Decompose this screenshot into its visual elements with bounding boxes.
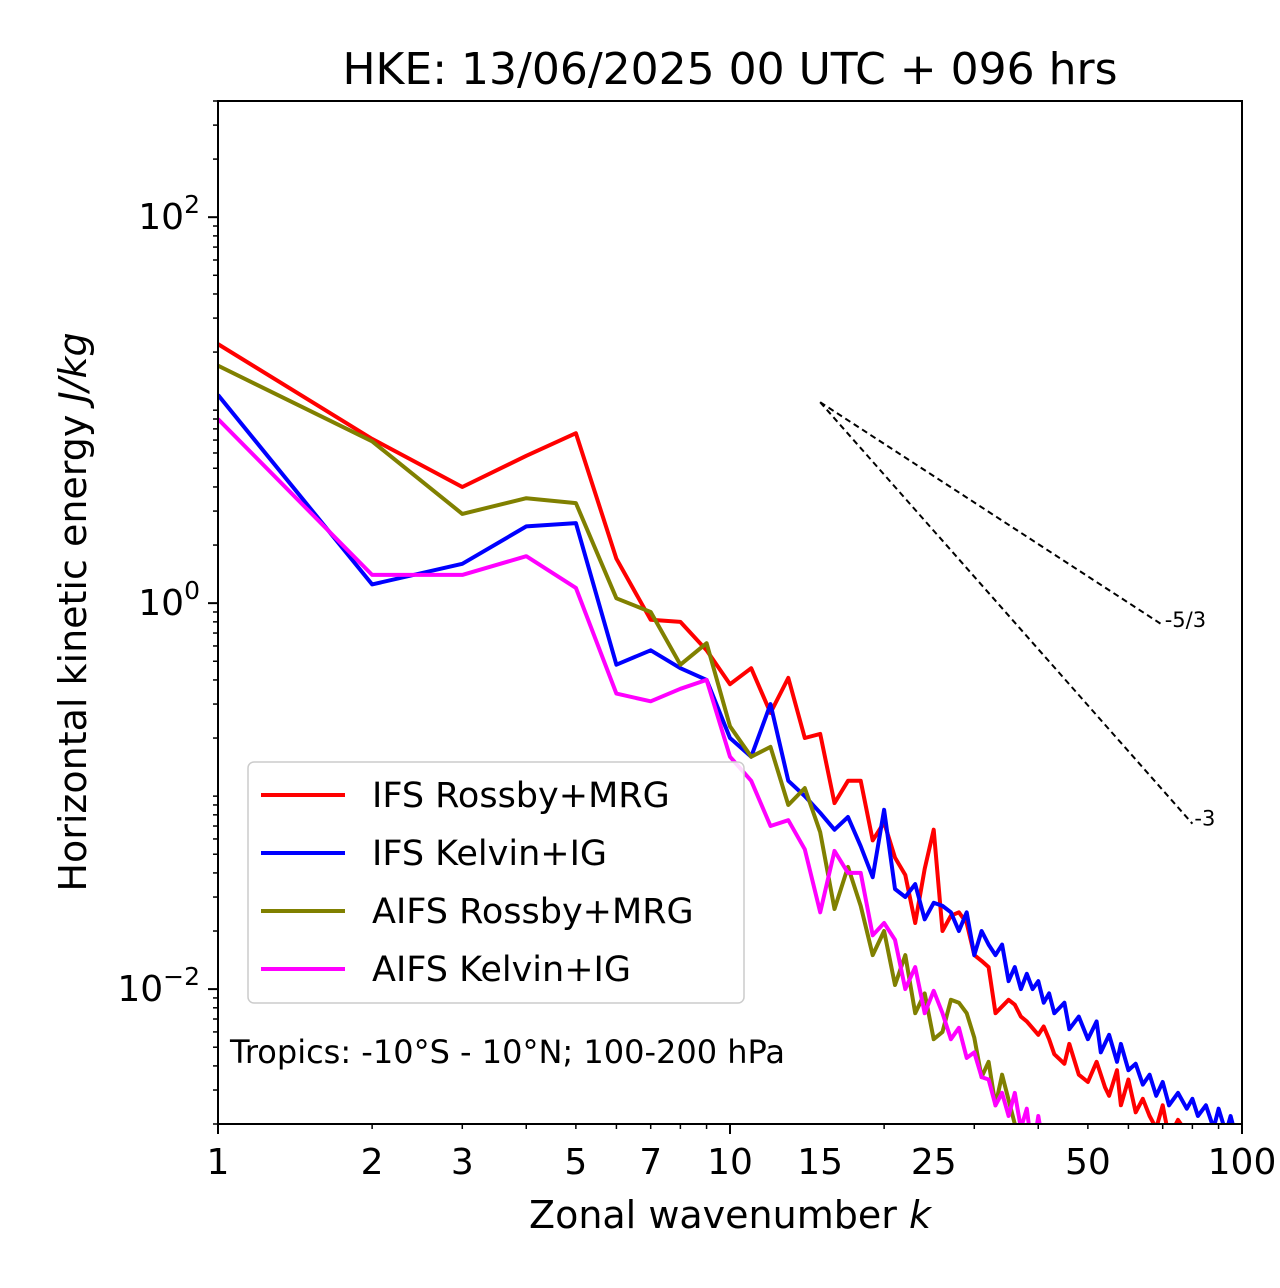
x-tick-label: 2 (361, 1142, 384, 1183)
reference-line-label: -3 (1194, 807, 1215, 831)
x-tick-label: 5 (564, 1142, 587, 1183)
y-axis-ticks: 10−2 100 102 (117, 100, 218, 1125)
x-axis-label: Zonal wavenumber k (529, 1193, 933, 1237)
x-tick-label: 15 (797, 1142, 843, 1183)
x-tick-label: 1 (207, 1142, 230, 1183)
x-tick-label: 100 (1208, 1142, 1277, 1183)
series-line-ifs-kelvin-ig (218, 393, 1235, 1124)
reference-line-slope-5-3 (819, 401, 1164, 626)
y-tick-label: 102 (138, 190, 200, 238)
series-line-ifs-rossby-mrg (218, 342, 1184, 1124)
y-axis-label: Horizontal kinetic energy J/kg (51, 332, 95, 891)
legend-label-ifs-kelvin-ig: IFS Kelvin+IG (372, 834, 607, 874)
legend-label-aifs-kelvin-ig: AIFS Kelvin+IG (372, 950, 631, 990)
legend: IFS Rossby+MRG IFS Kelvin+IG AIFS Rossby+M… (247, 761, 745, 1004)
legend-box (247, 761, 745, 1004)
y-tick-label: 100 (138, 576, 200, 624)
chart-title: HKE: 13/06/2025 00 UTC + 096 hrs (342, 44, 1117, 95)
series-layer (218, 342, 1235, 1124)
x-tick-label: 7 (639, 1142, 662, 1183)
legend-label-ifs-rossby-mrg: IFS Rossby+MRG (372, 776, 670, 816)
y-tick-label: 10−2 (117, 962, 200, 1010)
series-line-aifs-kelvin-ig (218, 417, 1042, 1124)
x-tick-label: 10 (707, 1142, 753, 1183)
x-tick-label: 3 (451, 1142, 474, 1183)
legend-label-aifs-rossby-mrg: AIFS Rossby+MRG (372, 892, 694, 932)
series-line-aifs-rossby-mrg (218, 363, 1017, 1124)
reference-line-label: -5/3 (1165, 608, 1206, 632)
x-axis-ticks: 1 2 3 5 7 10 15 25 50 100 (207, 1124, 1277, 1183)
region-annotation: Tropics: -10°S - 10°N; 100-200 hPa (229, 1033, 785, 1071)
reference-line-slope-3 (819, 401, 1194, 825)
x-tick-label: 25 (911, 1142, 957, 1183)
reference-slope-lines: -5/3 -3 (819, 401, 1215, 831)
x-tick-label: 50 (1065, 1142, 1111, 1183)
